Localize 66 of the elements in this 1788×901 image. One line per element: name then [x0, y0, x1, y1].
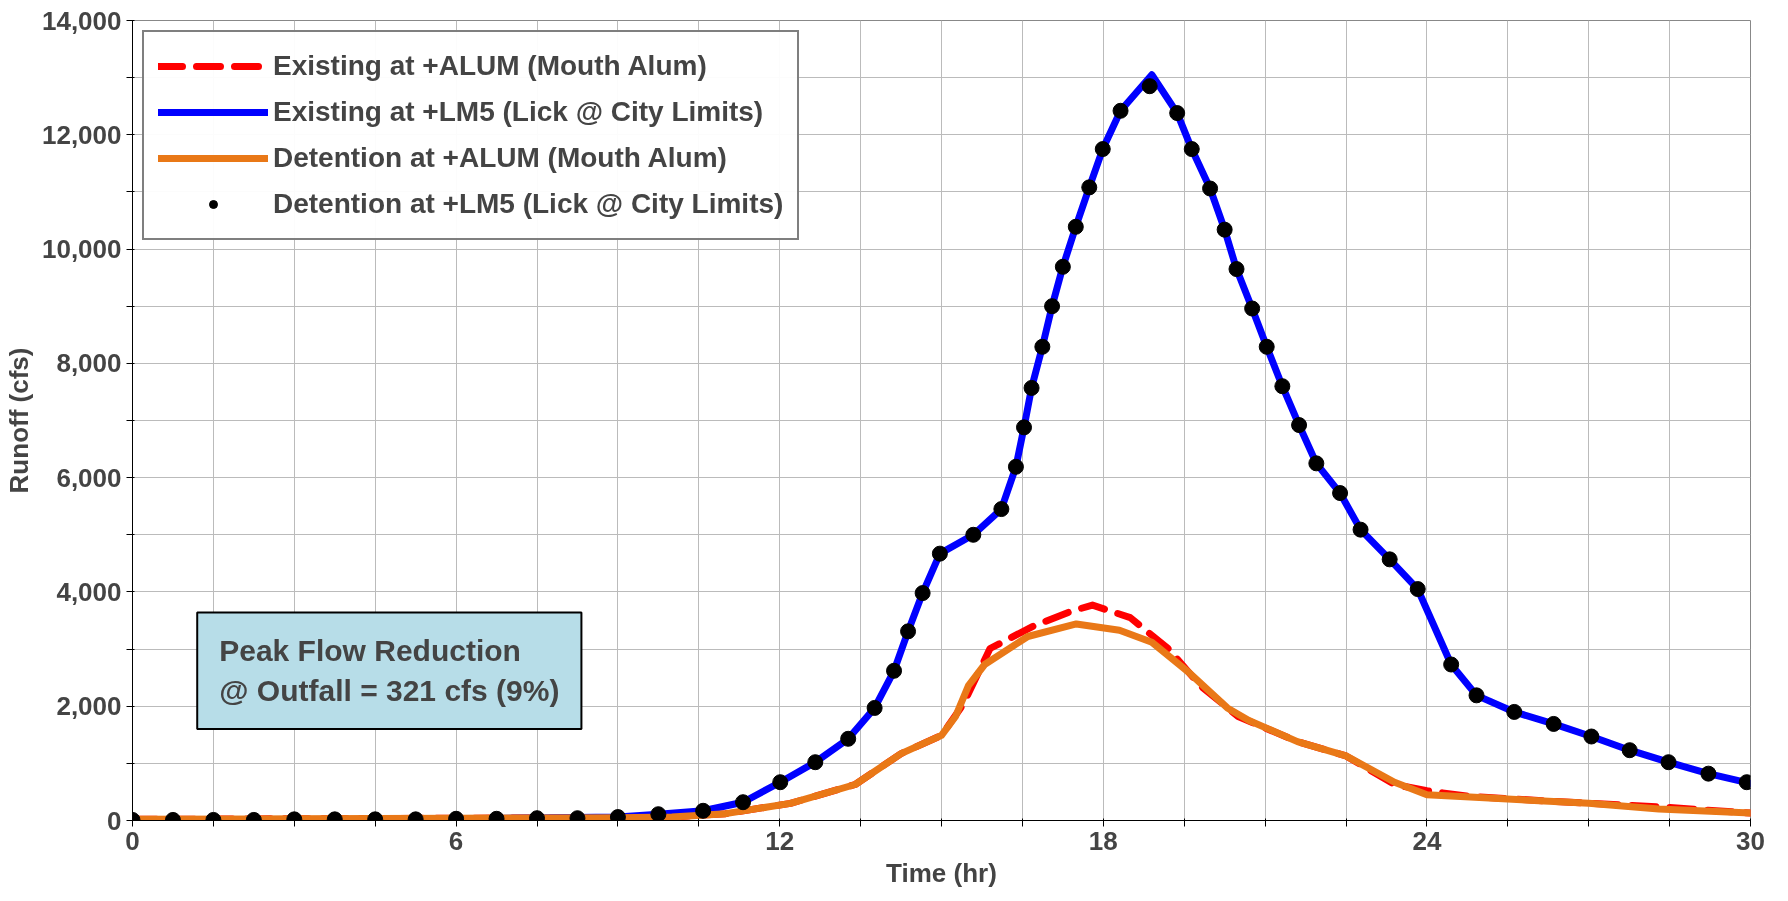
- point: [1216, 221, 1233, 238]
- point: [695, 802, 712, 819]
- point: [1700, 765, 1717, 782]
- y-tick-label: 4,000: [56, 576, 122, 607]
- point: [931, 545, 948, 562]
- x-tick-label: 30: [1736, 825, 1765, 856]
- point: [840, 730, 857, 747]
- point: [1308, 455, 1325, 472]
- point: [1067, 218, 1084, 235]
- point: [1023, 379, 1040, 396]
- point: [1258, 338, 1275, 355]
- annotation: Peak Flow Reduction @ Outfall = 321 cfs (9%): [219, 634, 560, 708]
- legend-label: Detention at +ALUM (Mouth Alum): [273, 141, 727, 175]
- point: [1545, 715, 1562, 732]
- point: [650, 806, 667, 821]
- point: [1044, 298, 1061, 315]
- point: [1352, 521, 1369, 538]
- legend-label: Existing at +LM5 (Lick @ City Limits): [273, 95, 764, 129]
- point: [1381, 551, 1398, 568]
- point: [1169, 105, 1186, 122]
- point: [1468, 687, 1485, 704]
- point: [1409, 581, 1426, 598]
- point: [735, 794, 752, 811]
- point: [1291, 417, 1308, 434]
- point: [1244, 300, 1261, 317]
- point: [1583, 728, 1600, 745]
- point: [886, 662, 903, 679]
- point: [1034, 338, 1051, 355]
- y-tick-label: 10,000: [41, 234, 122, 265]
- point: [1016, 419, 1033, 436]
- x-tick-label: 12: [765, 825, 795, 856]
- x-tick-label: 18: [1088, 825, 1118, 856]
- point: [1274, 378, 1291, 395]
- point: [1506, 703, 1523, 720]
- point: [1332, 485, 1349, 502]
- point: [1183, 141, 1200, 158]
- y-tick-label: 6,000: [56, 462, 122, 493]
- x-axis-title: Time (hr): [886, 857, 997, 888]
- point: [914, 585, 931, 602]
- point: [993, 501, 1010, 518]
- point: [1443, 656, 1460, 673]
- y-tick-label: 2,000: [56, 691, 122, 722]
- y-tick-label: 0: [107, 805, 122, 836]
- point: [1202, 180, 1219, 197]
- point: [1054, 258, 1071, 275]
- point: [1007, 458, 1024, 475]
- point: [1141, 78, 1158, 95]
- y-tick-label: 14,000: [41, 5, 122, 36]
- legend-label: Existing at +ALUM (Mouth Alum): [273, 49, 707, 83]
- x-tick-label: 24: [1412, 825, 1442, 856]
- y-tick-label: 8,000: [56, 348, 122, 379]
- x-tick-label: 6: [448, 825, 464, 856]
- legend-label: Detention at +LM5 (Lick @ City Limits): [273, 187, 784, 221]
- point: [1081, 179, 1098, 196]
- point: [1660, 754, 1677, 771]
- point: [1112, 102, 1129, 119]
- point: [900, 623, 917, 640]
- y-tick-label: 12,000: [41, 119, 122, 150]
- y-axis-title: Runoff (cfs): [3, 347, 34, 494]
- point: [807, 754, 824, 771]
- point: [1094, 141, 1111, 158]
- point: [1228, 261, 1245, 278]
- point: [1621, 742, 1638, 759]
- point: [866, 699, 883, 716]
- point: [965, 526, 982, 543]
- point: [772, 774, 789, 791]
